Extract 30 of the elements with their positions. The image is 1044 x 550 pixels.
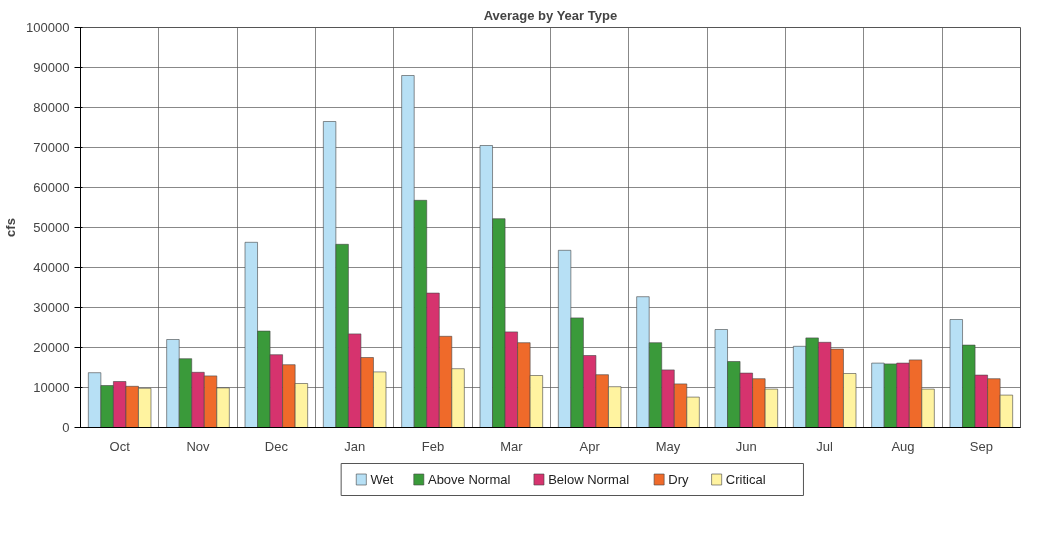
y-tick-label: 80000 <box>33 100 70 115</box>
y-tick-label: 10000 <box>33 380 70 395</box>
legend-label: Dry <box>668 472 689 487</box>
y-tick-label: 50000 <box>33 220 70 235</box>
legend-label: Critical <box>725 472 766 487</box>
legend-label: Wet <box>370 472 394 487</box>
x-tick-label: Jul <box>816 438 834 454</box>
legend-label: Below Normal <box>548 472 630 487</box>
x-tick-label: May <box>655 438 681 454</box>
y-tick-label: 100000 <box>26 20 70 35</box>
x-tick-label: Jun <box>735 438 757 454</box>
y-tick-label: 90000 <box>33 60 70 75</box>
x-tick-label: Oct <box>109 438 131 454</box>
x-tick-label: Apr <box>579 438 601 454</box>
y-tick-label: 20000 <box>33 340 70 355</box>
y-tick-label: 30000 <box>33 300 70 315</box>
chart-title: Average by Year Type <box>483 7 618 23</box>
x-tick-label: Nov <box>186 438 211 454</box>
y-axis-title: cfs <box>3 218 19 237</box>
x-tick-label: Feb <box>421 438 445 454</box>
y-tick-label: 40000 <box>33 260 70 275</box>
y-tick-label: 0 <box>62 420 70 435</box>
x-tick-label: Dec <box>264 438 289 454</box>
legend-label: Above Normal <box>427 472 511 487</box>
x-tick-label: Aug <box>891 438 915 454</box>
x-tick-label: Sep <box>969 438 993 454</box>
y-tick-label: 70000 <box>33 140 70 155</box>
y-tick-label: 60000 <box>33 180 70 195</box>
x-tick-label: Jan <box>344 438 366 454</box>
x-tick-label: Mar <box>500 438 524 454</box>
